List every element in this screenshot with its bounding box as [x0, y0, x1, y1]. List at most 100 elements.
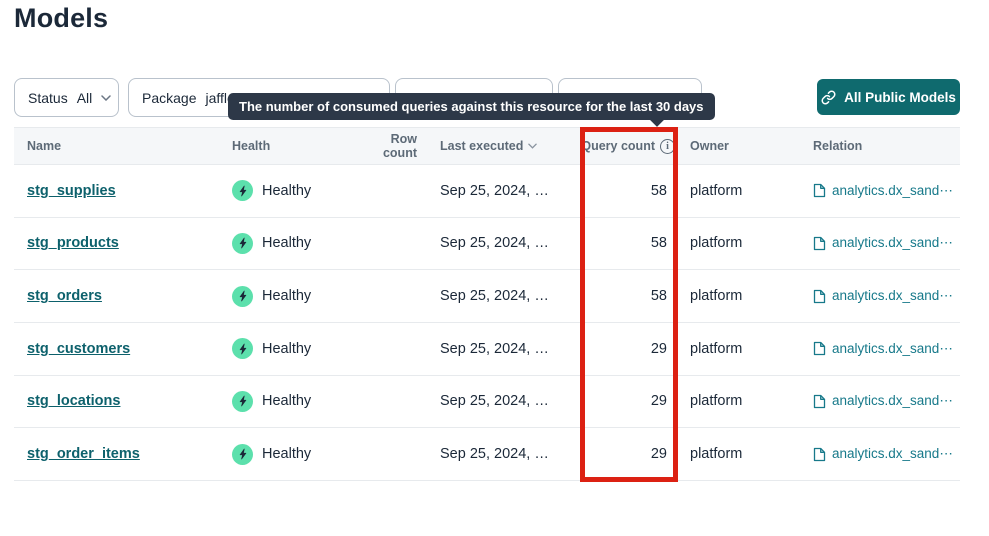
health-cell: Healthy: [225, 443, 355, 465]
file-icon: [813, 236, 826, 251]
relation-link[interactable]: analytics.dx_sand⋯: [813, 235, 960, 251]
model-name-link[interactable]: stg_orders: [27, 288, 102, 305]
column-header-row-count-label: Row count: [382, 132, 417, 160]
relation-link-text: analytics.dx_sand⋯: [832, 235, 953, 251]
health-healthy-icon: [232, 390, 253, 412]
column-header-relation[interactable]: Relation: [800, 139, 960, 153]
health-label: Healthy: [262, 393, 312, 410]
info-icon[interactable]: i: [660, 138, 675, 154]
health-cell: Healthy: [225, 390, 355, 412]
table-row: stg_locations Healthy Sep 25, 2024, … 29…: [14, 375, 960, 429]
column-header-health[interactable]: Health: [225, 139, 355, 153]
column-header-query-count[interactable]: Query count i: [580, 138, 678, 154]
relation-link-text: analytics.dx_sand⋯: [832, 446, 953, 462]
table-row: stg_products Healthy Sep 25, 2024, … 58 …: [14, 217, 960, 271]
relation-cell: analytics.dx_sand⋯: [800, 288, 960, 304]
last-executed-cell: Sep 25, 2024, …: [440, 393, 549, 410]
relation-link[interactable]: analytics.dx_sand⋯: [813, 288, 960, 304]
model-name-link[interactable]: stg_products: [27, 235, 119, 252]
model-name-link[interactable]: stg_supplies: [27, 182, 116, 199]
table-header-row: Name Health Row count Last executed Quer…: [14, 127, 960, 165]
relation-cell: analytics.dx_sand⋯: [800, 393, 960, 409]
column-header-last-executed[interactable]: Last executed: [420, 139, 580, 153]
health-healthy-icon: [232, 285, 253, 307]
sort-chevron-down-icon: [528, 143, 538, 149]
status-filter-dropdown[interactable]: Status All: [14, 78, 119, 117]
status-filter-label: Status: [28, 89, 68, 106]
name-cell: stg_locations: [14, 393, 225, 409]
relation-link[interactable]: analytics.dx_sand⋯: [813, 393, 960, 409]
model-name-link[interactable]: stg_order_items: [27, 446, 140, 463]
column-header-query-count-label: Query count: [581, 139, 655, 153]
chevron-down-icon: [101, 94, 112, 101]
relation-link[interactable]: analytics.dx_sand⋯: [813, 183, 960, 199]
health-healthy-icon: [232, 232, 253, 254]
name-cell: stg_customers: [14, 341, 225, 357]
table-row: stg_customers Healthy Sep 25, 2024, … 29…: [14, 322, 960, 376]
column-header-row-count[interactable]: Row count: [355, 132, 420, 160]
health-cell: Healthy: [225, 338, 355, 360]
all-public-models-button[interactable]: All Public Models: [817, 79, 960, 115]
query-count-cell: 29: [650, 446, 667, 463]
query-count-tooltip: The number of consumed queries against t…: [228, 93, 715, 120]
relation-cell: analytics.dx_sand⋯: [800, 183, 960, 199]
column-header-name[interactable]: Name: [14, 139, 225, 153]
last-executed-cell: Sep 25, 2024, …: [440, 340, 549, 357]
query-count-cell: 58: [650, 182, 667, 199]
file-icon: [813, 341, 826, 356]
relation-link-text: analytics.dx_sand⋯: [832, 288, 953, 304]
owner-cell: platform: [690, 340, 743, 357]
model-name-link[interactable]: stg_customers: [27, 340, 131, 357]
table-row: stg_order_items Healthy Sep 25, 2024, … …: [14, 428, 960, 481]
health-healthy-icon: [232, 180, 253, 202]
link-icon: [821, 90, 836, 105]
relation-cell: analytics.dx_sand⋯: [800, 446, 960, 462]
name-cell: stg_products: [14, 235, 225, 251]
health-label: Healthy: [262, 235, 312, 252]
page-title: Models: [14, 3, 109, 33]
models-table: Name Health Row count Last executed Quer…: [14, 127, 960, 481]
owner-cell: platform: [690, 446, 743, 463]
table-body: stg_supplies Healthy Sep 25, 2024, … 58 …: [14, 165, 960, 481]
relation-cell: analytics.dx_sand⋯: [800, 341, 960, 357]
file-icon: [813, 447, 826, 462]
owner-cell: platform: [690, 182, 743, 199]
relation-link-text: analytics.dx_sand⋯: [832, 393, 953, 409]
query-count-cell: 58: [650, 288, 667, 305]
column-header-name-label: Name: [27, 139, 62, 153]
owner-cell: platform: [690, 288, 743, 305]
health-cell: Healthy: [225, 180, 355, 202]
column-header-owner-label: Owner: [690, 139, 729, 153]
query-count-cell: 29: [650, 340, 667, 357]
table-row: stg_orders Healthy Sep 25, 2024, … 58 pl…: [14, 270, 960, 323]
column-header-last-executed-label: Last executed: [440, 139, 524, 153]
name-cell: stg_supplies: [14, 183, 225, 199]
table-row: stg_supplies Healthy Sep 25, 2024, … 58 …: [14, 165, 960, 218]
query-count-cell: 58: [650, 235, 667, 252]
file-icon: [813, 394, 826, 409]
relation-cell: analytics.dx_sand⋯: [800, 235, 960, 251]
model-name-link[interactable]: stg_locations: [27, 393, 121, 410]
health-label: Healthy: [262, 340, 312, 357]
status-filter-value: All: [76, 89, 93, 106]
health-label: Healthy: [262, 446, 312, 463]
health-label: Healthy: [262, 182, 312, 199]
query-count-cell: 29: [650, 393, 667, 410]
last-executed-cell: Sep 25, 2024, …: [440, 182, 549, 199]
file-icon: [813, 183, 826, 198]
owner-cell: platform: [690, 235, 743, 252]
relation-link[interactable]: analytics.dx_sand⋯: [813, 341, 960, 357]
last-executed-cell: Sep 25, 2024, …: [440, 288, 549, 305]
health-cell: Healthy: [225, 232, 355, 254]
health-label: Healthy: [262, 288, 312, 305]
owner-cell: platform: [690, 393, 743, 410]
column-header-owner[interactable]: Owner: [678, 139, 800, 153]
health-healthy-icon: [232, 338, 253, 360]
name-cell: stg_order_items: [14, 446, 225, 462]
relation-link-text: analytics.dx_sand⋯: [832, 182, 953, 198]
column-header-relation-label: Relation: [813, 139, 863, 153]
health-cell: Healthy: [225, 285, 355, 307]
relation-link[interactable]: analytics.dx_sand⋯: [813, 446, 960, 462]
package-filter-label: Package: [142, 89, 197, 106]
